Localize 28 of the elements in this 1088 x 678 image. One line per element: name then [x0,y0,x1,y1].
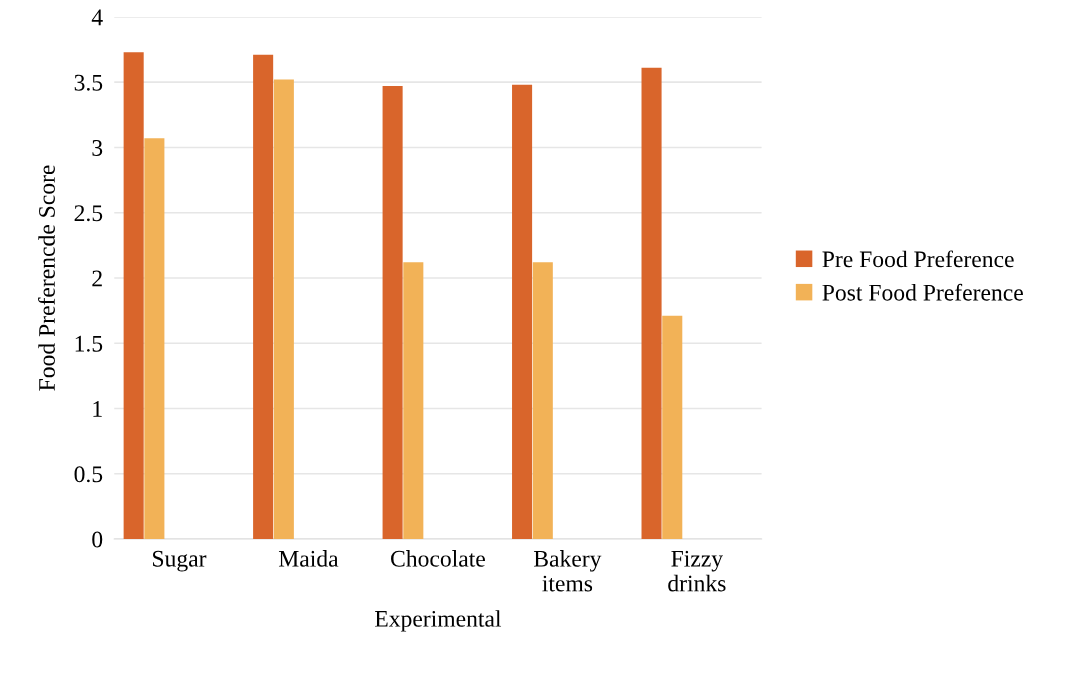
x-tick-label: Sugar [153,550,207,572]
legend-label: Pre Food Preference [822,250,1014,268]
y-tick-label: 2.5 [74,205,103,222]
y-tick-label: 2 [92,270,102,287]
bar [123,52,144,540]
bar [273,79,294,540]
y-tick-label: 3.5 [74,74,103,91]
bar [253,54,274,540]
bar [662,315,683,540]
bar [641,67,662,540]
x-tick-label: Fizzy drinks [668,550,726,592]
bar [512,84,533,540]
y-tick-label: 4 [91,9,103,26]
bar [382,86,403,540]
x-tick-label: Chocolate [391,550,485,567]
y-tick-label: 1 [93,401,102,417]
x-tick-label: Bakery items [533,550,602,592]
legend-label: Post Food Preference [822,283,1023,301]
bar [403,262,424,540]
x-tick-label: Maida [278,550,339,567]
bar [532,262,553,540]
y-tick-label: 1.5 [75,335,103,352]
x-axis-title: Experimental [375,610,502,632]
y-axis-title: Food Preferencde Score [38,165,55,391]
y-tick-label: 0 [92,531,103,548]
y-tick-label: 0.5 [74,466,103,483]
y-tick-label: 3 [92,140,103,156]
bar [144,138,165,540]
